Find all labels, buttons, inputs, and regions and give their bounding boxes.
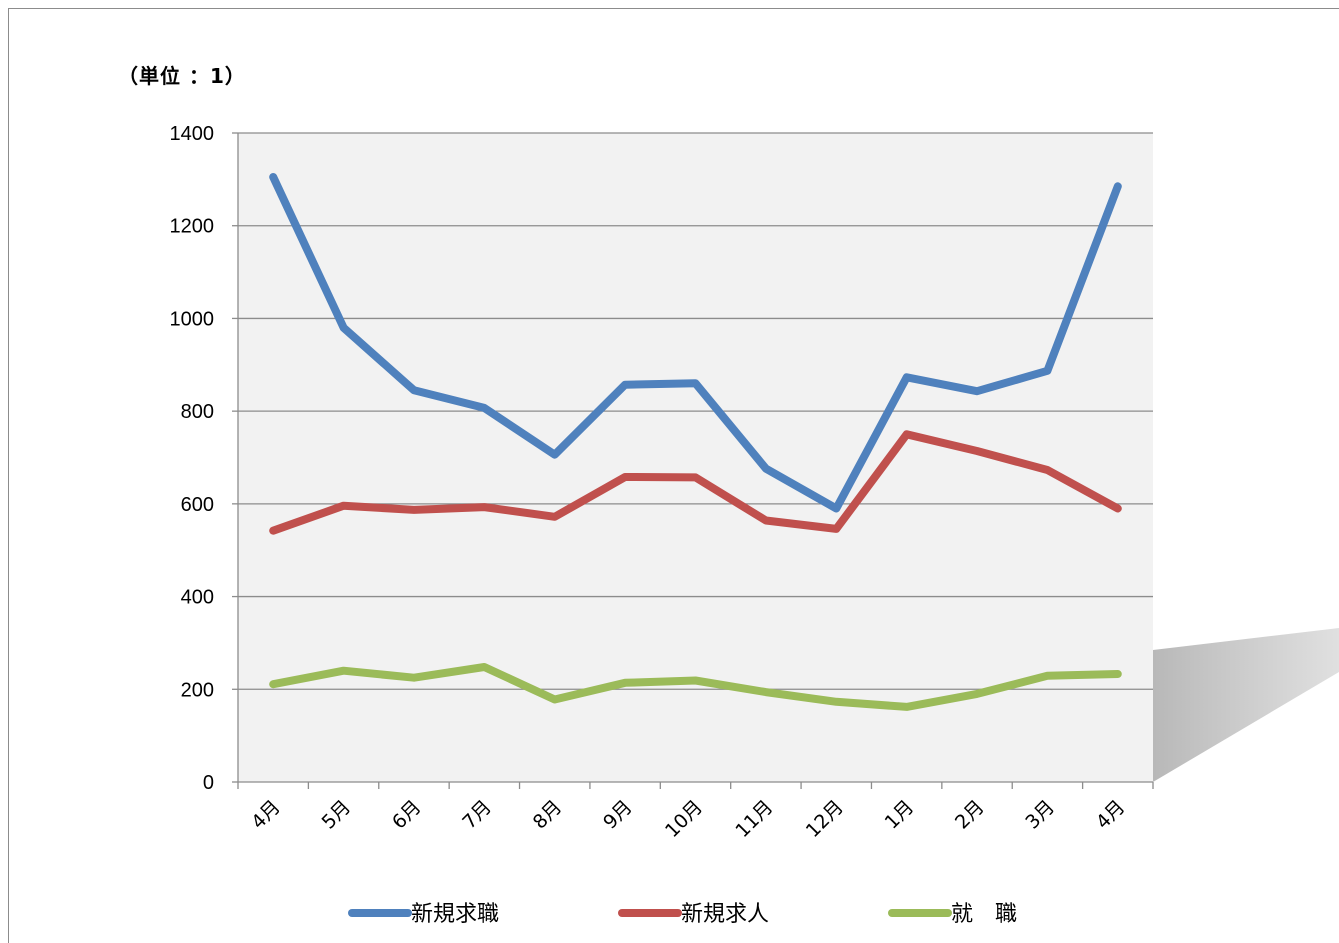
y-axis-ticks: 0 200 400 600 800 1000 1200 1400 bbox=[170, 123, 238, 794]
x-tick-label: 3月 bbox=[1021, 796, 1059, 834]
gridlines bbox=[238, 132, 1153, 690]
x-tick-label: 9月 bbox=[599, 796, 637, 834]
x-tick-label: 10月 bbox=[661, 796, 707, 842]
x-tick-label: 6月 bbox=[388, 796, 426, 834]
x-tick-label: 4月 bbox=[1092, 796, 1130, 834]
y-tick-label-1200: 1200 bbox=[170, 216, 215, 238]
x-axis-ticks: 4月 5月 6月 7月 8月 9月 10月 11月 12月 1月 2月 3月 4月 bbox=[237, 782, 1154, 842]
y-tick-label-200: 200 bbox=[181, 679, 214, 701]
axes bbox=[237, 133, 1153, 783]
x-tick-label: 5月 bbox=[318, 796, 356, 834]
y-tick-label-600: 600 bbox=[181, 494, 214, 516]
x-tick-label: 2月 bbox=[951, 796, 989, 834]
legend: 新規求職 新規求人 就 職 bbox=[348, 902, 1017, 927]
y-tick-label-400: 400 bbox=[181, 587, 214, 609]
y-tick-label-0: 0 bbox=[203, 772, 214, 794]
series-lines bbox=[269, 173, 1122, 711]
legend-label-2: 新規求人 bbox=[681, 902, 769, 927]
x-tick-label: 8月 bbox=[529, 796, 567, 834]
x-tick-label: 7月 bbox=[458, 796, 496, 834]
legend-label-1: 新規求職 bbox=[411, 902, 499, 927]
legend-label-3: 就 職 bbox=[951, 902, 1017, 927]
y-tick-label-1400: 1400 bbox=[170, 123, 215, 145]
plot-shadow bbox=[1153, 628, 1339, 782]
x-tick-label: 11月 bbox=[731, 796, 777, 842]
chart-frame bbox=[8, 8, 1339, 943]
x-tick-label: 4月 bbox=[247, 796, 285, 834]
x-tick-label: 12月 bbox=[802, 796, 848, 842]
y-tick-label-800: 800 bbox=[181, 401, 214, 423]
x-tick-label: 1月 bbox=[881, 796, 919, 834]
unit-label: （単位 ：1） bbox=[118, 64, 246, 88]
y-tick-label-1000: 1000 bbox=[170, 308, 215, 330]
